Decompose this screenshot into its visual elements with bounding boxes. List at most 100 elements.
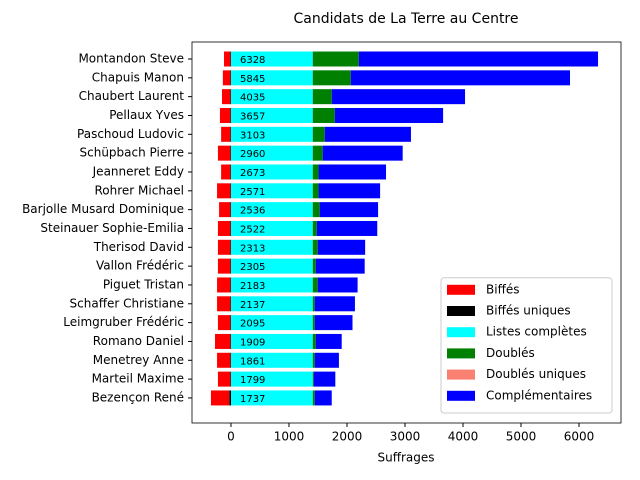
bar-segment [217, 371, 231, 387]
bar-segment [221, 126, 231, 142]
legend-swatch [447, 306, 475, 316]
value-label: 2673 [240, 168, 265, 179]
value-label: 1909 [240, 337, 265, 348]
value-label: 3103 [240, 130, 265, 141]
x-tick-label: 0 [227, 430, 235, 444]
y-tick-label: Marteil Maxime [92, 372, 184, 386]
bar-segment [230, 277, 231, 293]
bar-segment [230, 296, 313, 312]
bar-segment [230, 145, 231, 161]
bar-segment [315, 258, 365, 274]
legend-label: Listes complètes [486, 325, 587, 339]
bar-segment [230, 333, 231, 349]
bar-segment [313, 371, 336, 387]
y-tick-label: Vallon Frédéric [96, 259, 184, 273]
bar-segment [312, 51, 359, 67]
bar-segment [230, 352, 313, 368]
bar-segment [210, 390, 230, 406]
bar-segment [312, 258, 316, 274]
bar-segment [219, 202, 231, 218]
bar-segment [230, 352, 231, 368]
y-tick-label: Leimgruber Frédéric [63, 315, 184, 329]
bar-segment [230, 126, 231, 142]
legend-label: Biffés uniques [486, 304, 571, 318]
bar-segment [312, 315, 315, 331]
bar-segment [230, 145, 313, 161]
bar-segment [230, 239, 231, 255]
legend-box [440, 277, 613, 414]
bar-segment [230, 202, 313, 218]
bar-segment [230, 239, 313, 255]
legend-label: Doublés [486, 346, 535, 360]
bar-segment [230, 315, 231, 331]
bar-segment [331, 89, 466, 105]
bar-segment [230, 70, 313, 86]
y-tick-label: Bezençon René [92, 390, 184, 404]
bar-segment [230, 51, 313, 67]
y-tick-label: Schüpbach Pierre [80, 146, 185, 160]
bar-segment [312, 202, 320, 218]
y-tick-label: Chaubert Laurent [79, 89, 185, 103]
bar-segment [334, 107, 444, 123]
bar-segment [215, 333, 231, 349]
bar-segment [319, 202, 379, 218]
x-tick-label: 5000 [506, 430, 537, 444]
legend-label: Complémentaires [486, 388, 592, 402]
bar-segment [230, 202, 231, 218]
bar-segment [217, 258, 231, 274]
value-label: 2522 [240, 224, 265, 235]
bar-segment [312, 164, 319, 180]
bar-segment [317, 239, 366, 255]
bar-segment [312, 352, 315, 368]
legend-swatch [447, 390, 475, 401]
bar-segment [315, 333, 342, 349]
x-tick-label: 3000 [390, 430, 421, 444]
bar-segment [230, 51, 231, 67]
value-label: 1861 [240, 356, 265, 367]
bar-segment [358, 51, 599, 67]
bar-segment [230, 371, 231, 387]
y-tick-label: Steinauer Sophie-Emilia [40, 221, 184, 235]
plot-frame [191, 41, 622, 424]
legend-swatch [447, 348, 475, 359]
bar-segment [230, 277, 313, 293]
y-tick-label: Montandon Steve [78, 52, 184, 66]
value-label: 1737 [240, 394, 265, 405]
bar-segment [217, 239, 231, 255]
bar-segment [318, 164, 387, 180]
bar-segment [230, 315, 313, 331]
bar-segment [230, 371, 313, 387]
bar-segment [219, 107, 231, 123]
bar-segment [230, 107, 231, 123]
value-label: 4035 [240, 93, 265, 104]
bar-segment [312, 145, 323, 161]
x-tick-label: 4000 [448, 430, 479, 444]
bar-segment [312, 239, 318, 255]
bar-segment [230, 183, 231, 199]
legend-label: Doublés uniques [486, 367, 586, 381]
bar-segment [230, 107, 313, 123]
bar-segment [312, 371, 314, 387]
bar-segment [224, 51, 231, 67]
bar-segment [316, 220, 378, 236]
value-label: 2095 [240, 319, 265, 330]
bar-segment [221, 89, 231, 105]
y-tick-label: Romano Daniel [93, 334, 184, 348]
bar-segment [230, 220, 313, 236]
bar-segment [317, 277, 358, 293]
bar-segment [230, 164, 231, 180]
bar-segment [217, 352, 231, 368]
bar-segment [322, 145, 403, 161]
bar-segment [217, 145, 231, 161]
value-label: 2536 [240, 206, 265, 217]
bar-segment [230, 126, 313, 142]
bar-segment [230, 258, 313, 274]
bar-segment [230, 183, 313, 199]
bar-segment [312, 220, 317, 236]
y-tick-label: Therisod David [93, 240, 184, 254]
value-label: 2313 [240, 243, 265, 254]
legend-label: Biffés [486, 282, 519, 296]
y-tick-label: Menetrey Anne [93, 353, 184, 367]
bar-segment [312, 70, 351, 86]
